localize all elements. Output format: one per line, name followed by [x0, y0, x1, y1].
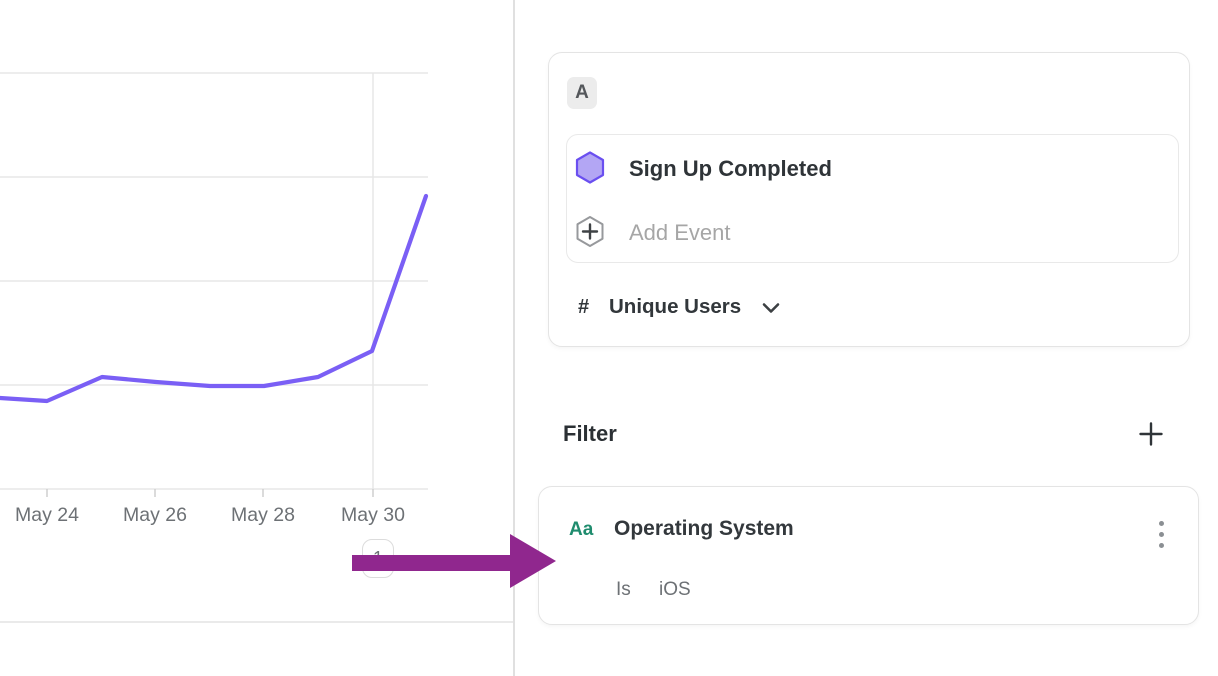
filter-value-dropdown[interactable]: iOS — [659, 579, 691, 600]
plus-shape — [1139, 422, 1163, 446]
plus-icon — [1139, 422, 1163, 446]
x-tick-label: May 26 — [123, 504, 187, 526]
add-event-hexagon-plus-icon[interactable] — [575, 215, 605, 248]
series-letter: A — [575, 82, 589, 103]
kebab-dot — [1158, 531, 1164, 537]
x-tick-label: May 28 — [231, 504, 295, 526]
chevron-down-icon[interactable] — [762, 302, 780, 314]
chevron-down-shape — [762, 303, 780, 313]
measurement-dropdown[interactable]: Unique Users — [609, 295, 742, 318]
filter-operator-dropdown[interactable]: Is — [616, 579, 631, 600]
plus-icon — [581, 223, 599, 240]
event-hexagon-icon — [575, 151, 605, 184]
filter-options-kebab-menu[interactable] — [1151, 513, 1171, 555]
series-line[interactable] — [0, 193, 429, 404]
kebab-dot — [1158, 520, 1164, 526]
event-hexagon-shape — [575, 151, 605, 184]
kebab-dot — [1158, 542, 1164, 548]
add-event-hexagon-outline — [576, 216, 604, 247]
event-row[interactable]: Sign Up Completed — [629, 156, 832, 181]
x-tick-label: May 24 — [15, 504, 79, 526]
filter-section-title: Filter — [563, 421, 617, 446]
add-filter-button[interactable] — [1137, 420, 1165, 448]
panel-divider — [513, 0, 515, 676]
filter-property-dropdown[interactable]: Operating System — [614, 517, 794, 540]
property-type-string-badge: Aa — [569, 519, 594, 540]
annotation-arrow-shape — [352, 534, 556, 588]
x-tick-label: May 30 — [341, 504, 405, 526]
add-event-button[interactable]: Add Event — [629, 220, 731, 245]
line-chart[interactable]: May 24 May 26 May 28 May 30 — [0, 0, 514, 560]
filter-card[interactable]: Aa Operating System Is iOS — [538, 486, 1199, 625]
event-list-card: Sign Up Completed Add Event — [566, 134, 1179, 263]
series-letter-badge: A — [567, 77, 597, 109]
annotation-arrow — [352, 534, 556, 588]
measurement-hash-icon: # — [578, 296, 590, 318]
query-builder-card: A Uniques of Sign Up Completed Sign Up C… — [548, 52, 1190, 347]
chart-module-bottom-border — [0, 621, 513, 623]
